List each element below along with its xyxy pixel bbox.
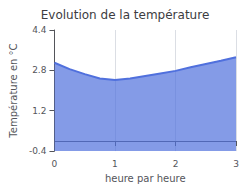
- svg-text:1: 1: [112, 159, 118, 169]
- svg-text:Température en °C: Température en °C: [8, 43, 19, 138]
- svg-text:Evolution de la température: Evolution de la température: [41, 8, 210, 22]
- svg-text:2: 2: [173, 159, 179, 169]
- svg-text:2.8: 2.8: [32, 65, 47, 75]
- svg-text:-0.4: -0.4: [29, 146, 47, 156]
- svg-text:3: 3: [233, 159, 239, 169]
- svg-text:4.4: 4.4: [32, 25, 47, 35]
- svg-text:heure par heure: heure par heure: [105, 173, 186, 184]
- svg-text:0: 0: [52, 159, 58, 169]
- svg-text:1.2: 1.2: [32, 106, 46, 116]
